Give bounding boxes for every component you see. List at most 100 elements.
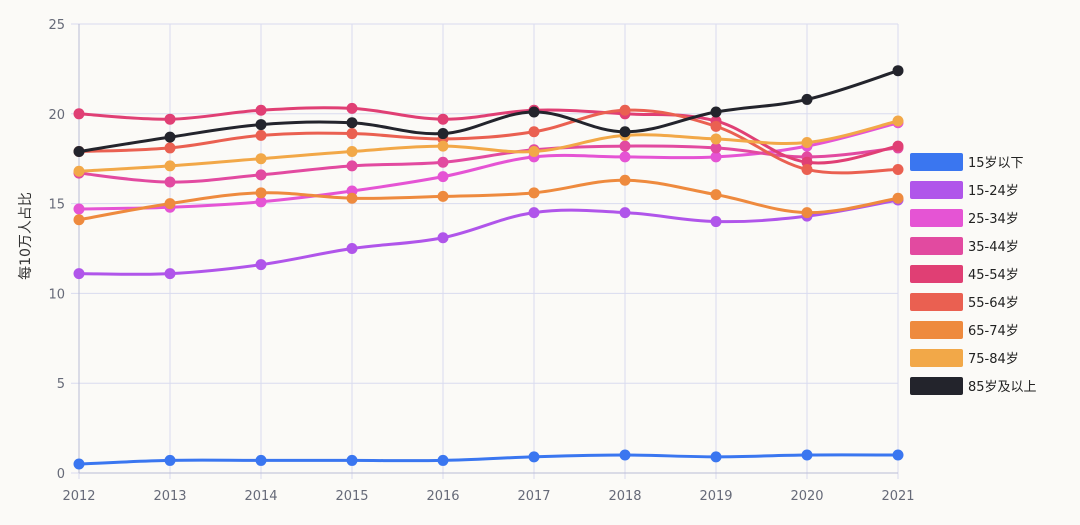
series-8 [73, 65, 904, 158]
legend-label: 45-54岁 [968, 268, 1019, 283]
data-point [73, 165, 85, 177]
legend-swatch [910, 237, 963, 255]
data-point [255, 119, 267, 131]
legend-swatch [910, 321, 963, 339]
legend-label: 15岁以下 [968, 156, 1024, 171]
data-point [164, 113, 176, 125]
legend-label: 25-34岁 [968, 212, 1019, 227]
data-point [710, 133, 722, 145]
data-point [437, 156, 449, 168]
legend-swatch [910, 265, 963, 283]
data-point [73, 214, 85, 226]
data-point [710, 151, 722, 163]
series-5 [73, 104, 904, 175]
data-point [710, 142, 722, 154]
data-point [892, 192, 904, 204]
data-point [619, 151, 631, 163]
y-tick-label: 15 [48, 198, 65, 213]
series-line [77, 198, 900, 276]
series-line [77, 106, 900, 165]
data-point [892, 163, 904, 175]
data-point [892, 140, 904, 152]
data-point [892, 65, 904, 77]
y-tick-label: 20 [48, 108, 65, 123]
data-point [346, 128, 358, 140]
y-tick-label: 10 [48, 287, 65, 302]
legend-swatch [910, 293, 963, 311]
data-point [255, 187, 267, 199]
data-point [437, 454, 449, 466]
data-point [164, 268, 176, 280]
legend-item: 75-84岁 [910, 349, 1019, 367]
x-tick-label: 2016 [426, 489, 459, 504]
data-point [346, 117, 358, 129]
data-point [164, 176, 176, 188]
grid [71, 23, 899, 479]
data-point [255, 104, 267, 116]
x-tick-label: 2020 [790, 489, 823, 504]
series-0 [73, 449, 904, 470]
data-point [255, 153, 267, 165]
data-point [710, 120, 722, 132]
legend-label: 65-74岁 [968, 324, 1019, 339]
y-tick-label: 0 [57, 467, 65, 482]
series-1 [73, 194, 904, 280]
legend-swatch [910, 181, 963, 199]
series-line [77, 108, 900, 175]
data-point [437, 140, 449, 152]
x-tick-label: 2014 [244, 489, 277, 504]
legend-item: 15-24岁 [910, 181, 1019, 199]
data-point [164, 142, 176, 154]
legend: 15岁以下 15-24岁 25-34岁 35-44岁 45-54岁 55-64岁 65-74… [910, 153, 1037, 395]
data-point [73, 458, 85, 470]
data-point [528, 126, 540, 138]
data-point [710, 106, 722, 118]
data-point [892, 449, 904, 461]
legend-swatch [910, 153, 963, 171]
data-point [164, 160, 176, 172]
axes: 2012 2013 2014 2015 2016 2017 2018 2019 2020 2021… [48, 18, 914, 504]
data-point [437, 113, 449, 125]
data-point [255, 259, 267, 271]
data-point [801, 93, 813, 105]
data-point [892, 115, 904, 127]
data-point [164, 454, 176, 466]
data-point [73, 146, 85, 158]
data-point [619, 174, 631, 186]
data-point [437, 128, 449, 140]
legend-label: 85岁及以上 [968, 380, 1037, 395]
data-point [801, 207, 813, 219]
data-point [528, 207, 540, 219]
data-point [801, 137, 813, 149]
legend-item: 55-64岁 [910, 293, 1019, 311]
x-tick-label: 2015 [335, 489, 368, 504]
x-tick-label: 2018 [608, 489, 641, 504]
legend-label: 15-24岁 [968, 184, 1019, 199]
x-tick-label: 2013 [153, 489, 186, 504]
data-point [437, 190, 449, 202]
x-tick-label: 2017 [517, 489, 550, 504]
series-group [73, 65, 904, 470]
legend-label: 55-64岁 [968, 296, 1019, 311]
x-tick-label: 2019 [699, 489, 732, 504]
data-point [255, 454, 267, 466]
data-point [710, 216, 722, 228]
data-point [619, 104, 631, 116]
legend-item: 45-54岁 [910, 265, 1019, 283]
y-tick-label: 5 [57, 377, 65, 392]
legend-label: 75-84岁 [968, 352, 1019, 367]
data-point [619, 449, 631, 461]
data-point [73, 108, 85, 120]
legend-item: 85岁及以上 [910, 377, 1037, 395]
y-axis-label: 每10万人占比 [18, 192, 34, 280]
legend-swatch [910, 349, 963, 367]
data-point [164, 131, 176, 143]
data-point [73, 268, 85, 280]
data-point [346, 192, 358, 204]
data-point [346, 243, 358, 254]
data-point [801, 163, 813, 175]
series-line [77, 178, 900, 222]
data-point [710, 189, 722, 201]
